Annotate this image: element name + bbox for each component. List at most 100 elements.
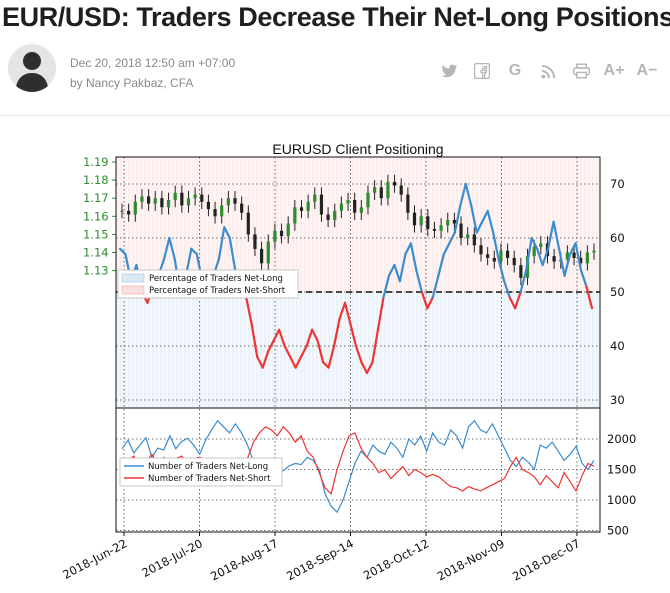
candle-body (253, 234, 257, 249)
candle-body (279, 230, 284, 237)
candle-body (386, 181, 390, 199)
facebook-icon[interactable] (473, 62, 491, 80)
rss-icon[interactable] (539, 62, 557, 80)
y-count-tick-label: 500 (607, 524, 629, 538)
article-title: EUR/USD: Traders Decrease Their Net-Long… (2, 2, 670, 32)
percent-long-segment (486, 209, 495, 234)
y-count-tick-label: 2000 (607, 432, 636, 446)
y-left-tick-label: 1.17 (83, 191, 109, 205)
percent-long-segment (557, 247, 566, 277)
x-tick-label: 2018-Nov-09 (435, 536, 507, 583)
percent-long-segment (190, 247, 198, 256)
candle-body (153, 198, 157, 204)
percent-long-segment (503, 280, 511, 299)
percent-long-segment (289, 355, 297, 369)
x-tick-label: 2018-Jul-20 (139, 536, 204, 580)
candle-body (512, 257, 516, 266)
percent-long-segment (278, 328, 286, 348)
legend-label-short: Percentage of Traders Net-Short (149, 286, 286, 296)
font-increase-icon[interactable]: A+ (603, 62, 625, 79)
author-avatar[interactable] (8, 44, 56, 92)
candle-body (120, 210, 124, 213)
candle-body (260, 248, 264, 264)
candle-body (419, 216, 423, 226)
y-right-tick-label: 40 (610, 339, 625, 353)
candle-body (206, 201, 211, 210)
candle-body (286, 223, 290, 237)
candle-body (353, 200, 357, 213)
percent-long-segment (256, 355, 264, 369)
percent-long-segment (332, 317, 341, 348)
candle-body (392, 181, 397, 186)
candle-body (173, 192, 177, 201)
y-right-tick-label: 30 (610, 393, 625, 407)
percent-long-segment (497, 258, 506, 283)
percent-long-segment (267, 339, 275, 353)
candle-body (446, 219, 450, 226)
candle-body (486, 254, 490, 258)
percent-long-segment (459, 182, 467, 207)
percent-long-segment (448, 231, 456, 245)
candle-body (479, 245, 483, 255)
percent-long-segment (536, 247, 544, 267)
google-icon[interactable]: G (508, 62, 522, 79)
percent-long-segment (415, 269, 423, 294)
y-count-tick-label: 1500 (607, 463, 636, 477)
article-date: Dec 20, 2018 12:50 am +07:00 (70, 56, 236, 70)
candle-body (359, 207, 363, 213)
percent-long-segment (442, 242, 451, 256)
candle-body (373, 187, 377, 193)
percent-long-segment (245, 296, 253, 326)
candle-body (213, 209, 217, 217)
candle-body (226, 198, 230, 206)
top-legend: Percentage of Traders Net-Long Percentage… (117, 269, 299, 299)
candle-body (439, 225, 443, 231)
print-icon[interactable] (572, 62, 590, 80)
candle-body (186, 198, 191, 206)
article-author[interactable]: by Nancy Pakbaz, CFA (70, 76, 194, 90)
legend-label-count-long: Number of Traders Net-Long (148, 462, 268, 472)
percent-long-segment (574, 242, 583, 272)
percent-long-segment (223, 226, 231, 240)
y-left-tick-label: 1.16 (83, 209, 109, 223)
percent-long-segment (217, 226, 226, 261)
percent-long-segment (261, 350, 270, 369)
candle-body (133, 201, 137, 215)
share-toolbar: G A+ A− (440, 62, 658, 80)
percent-long-segment (431, 274, 440, 299)
header-divider (0, 115, 670, 116)
percent-long-segment (294, 355, 303, 369)
percent-long-segment (563, 253, 572, 277)
percent-long-segment (343, 301, 352, 326)
legend-box (117, 269, 299, 299)
candle-body (246, 212, 250, 235)
percent-long-segment (398, 253, 407, 283)
candle-body (466, 234, 470, 239)
candle-body (432, 228, 437, 231)
candle-body (366, 192, 370, 208)
percent-long-segment (426, 296, 434, 310)
percent-long-segment (530, 236, 539, 250)
candle-body (326, 214, 330, 220)
candle-body (585, 252, 589, 264)
candle-body (127, 210, 131, 215)
font-decrease-icon[interactable]: A− (636, 62, 658, 79)
candle-body (379, 187, 383, 199)
percent-long-segment (470, 204, 478, 234)
y-right-tick-label: 50 (610, 285, 625, 299)
twitter-icon[interactable] (440, 62, 458, 80)
y-count-tick-label: 1000 (607, 493, 636, 507)
x-tick-label: 2018-Aug-17 (208, 536, 280, 583)
percent-long-segment (376, 296, 385, 331)
x-tick-label: 2018-Jun-22 (60, 536, 129, 582)
candle-body (339, 203, 343, 211)
percent-long-segment (168, 236, 176, 261)
candle-body (306, 201, 310, 211)
candle-body (200, 194, 204, 202)
legend-box-bottom (119, 457, 283, 487)
candle-body (539, 243, 543, 248)
percent-long-segment (349, 323, 358, 348)
percent-long-segment (546, 220, 555, 250)
percent-long-segment (321, 361, 330, 369)
percent-long-segment (360, 361, 369, 375)
